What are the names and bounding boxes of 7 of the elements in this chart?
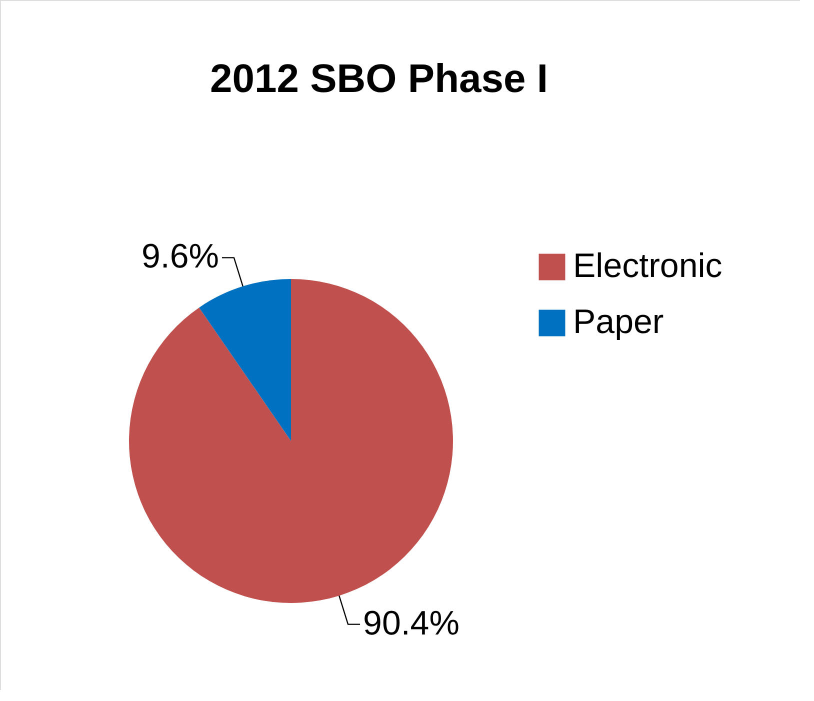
data-label: 90.4% xyxy=(363,604,460,642)
legend-label: Electronic xyxy=(573,247,722,285)
chart-title: 2012 SBO Phase I xyxy=(210,57,548,101)
pie-slice xyxy=(129,279,453,603)
legend-label: Paper xyxy=(573,303,664,341)
pie-slice xyxy=(199,279,291,441)
data-label: 9.6% xyxy=(141,238,219,276)
